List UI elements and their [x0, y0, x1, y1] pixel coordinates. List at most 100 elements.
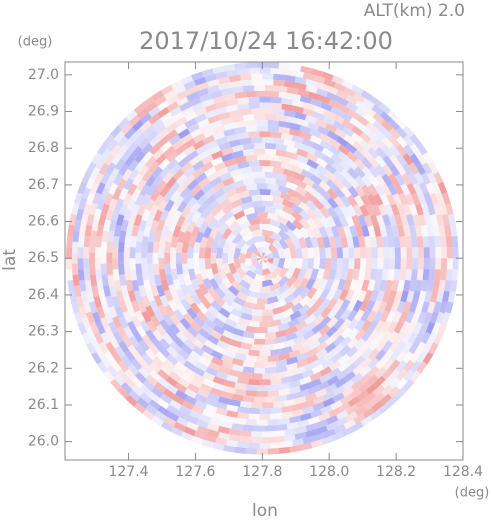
radar-cell: [388, 386, 400, 398]
radar-cell: [218, 141, 231, 151]
radar-cell: [368, 156, 380, 169]
radar-cell: [148, 113, 161, 125]
radar-cell: [259, 102, 271, 109]
radar-cell: [419, 182, 429, 195]
radar-cell: [181, 263, 189, 276]
radar-cell: [72, 274, 80, 287]
radar-cell: [296, 352, 309, 362]
radar-cell: [190, 293, 202, 306]
radar-cell: [147, 263, 154, 275]
radar-cell: [298, 201, 311, 213]
radar-cell: [228, 252, 234, 264]
radar-cell: [223, 128, 236, 137]
radar-cell: [195, 273, 204, 286]
radar-cell: [376, 290, 385, 303]
radar-cell: [405, 269, 412, 281]
radar-cell: [361, 329, 373, 342]
radar-cell: [228, 399, 241, 407]
radar-cell: [93, 331, 104, 345]
radar-cell: [171, 366, 184, 378]
radar-cell: [446, 258, 453, 270]
radar-cell: [88, 202, 98, 216]
radar-cell: [295, 185, 308, 196]
radar-cell: [117, 144, 129, 157]
radar-cell: [186, 421, 199, 431]
radar-cell: [326, 187, 339, 200]
radar-cell: [216, 247, 224, 259]
radar-cell: [305, 423, 318, 432]
radar-cell: [131, 224, 140, 237]
radar-cell: [78, 197, 88, 210]
radar-cell: [402, 125, 415, 138]
radar-cell: [281, 375, 293, 384]
radar-cell: [289, 195, 302, 206]
radar-cell: [81, 316, 91, 330]
radar-cell: [340, 205, 351, 218]
radar-cell: [154, 410, 167, 422]
radar-cell: [319, 288, 330, 301]
radar-cell: [270, 442, 282, 449]
radar-cell: [393, 236, 401, 248]
radar-cell: [160, 112, 173, 124]
radar-cell: [251, 229, 263, 237]
radar-cell: [116, 368, 129, 381]
radar-cell: [139, 392, 152, 404]
radar-cell: [268, 243, 278, 253]
radar-cell: [328, 138, 342, 149]
radar-cell: [294, 111, 307, 121]
radar-cell: [402, 162, 413, 176]
radar-cell: [409, 134, 422, 147]
radar-cell: [445, 269, 453, 281]
radar-cell: [92, 192, 102, 205]
y-axis-label: lat: [0, 249, 20, 271]
radar-cell: [270, 319, 282, 327]
radar-cell: [218, 432, 231, 440]
radar-cell: [364, 268, 372, 281]
radar-cell: [221, 360, 234, 370]
radar-cell: [316, 268, 325, 280]
radar-cell: [325, 258, 332, 270]
radar-cell: [291, 267, 302, 280]
radar-cell: [209, 278, 220, 291]
radar-cell: [253, 268, 263, 276]
radar-cell: [148, 161, 160, 174]
radar-cell: [145, 175, 157, 188]
radar-cell: [328, 268, 337, 281]
radar-cell: [351, 84, 364, 96]
radar-cell: [165, 383, 179, 395]
radar-cell: [333, 298, 345, 311]
radar-cell: [157, 405, 170, 417]
radar-cell: [353, 92, 366, 103]
radar-cell: [189, 202, 201, 215]
radar-cell: [305, 226, 316, 239]
radar-cell: [272, 249, 280, 259]
radar-cell: [373, 310, 384, 323]
radar-cell: [254, 367, 266, 374]
radar-cell: [139, 112, 152, 125]
radar-cell: [431, 322, 442, 335]
radar-cell: [127, 363, 140, 376]
radar-cell: [283, 258, 292, 270]
radar-cell: [281, 97, 293, 106]
radar-cell: [296, 118, 310, 128]
radar-cell: [302, 405, 315, 415]
radar-cell: [218, 396, 231, 405]
radar-cell: [221, 295, 234, 307]
radar-cell: [378, 102, 391, 115]
radar-cell: [377, 258, 384, 270]
radar-cell: [389, 349, 401, 362]
radar-cell: [375, 236, 384, 248]
radar-cell: [116, 325, 127, 339]
radar-cell: [281, 68, 293, 76]
y-tick-label: 26.1: [28, 397, 59, 413]
radar-cell: [306, 287, 318, 300]
radar-cell: [313, 207, 325, 220]
radar-cell: [367, 320, 379, 333]
radar-cell: [325, 123, 338, 134]
radar-cell: [217, 426, 230, 435]
radar-cell: [295, 258, 303, 270]
radar-cell: [361, 157, 373, 170]
radar-cell: [175, 331, 188, 343]
radar-cell: [388, 135, 401, 148]
radar-cell: [395, 377, 408, 390]
